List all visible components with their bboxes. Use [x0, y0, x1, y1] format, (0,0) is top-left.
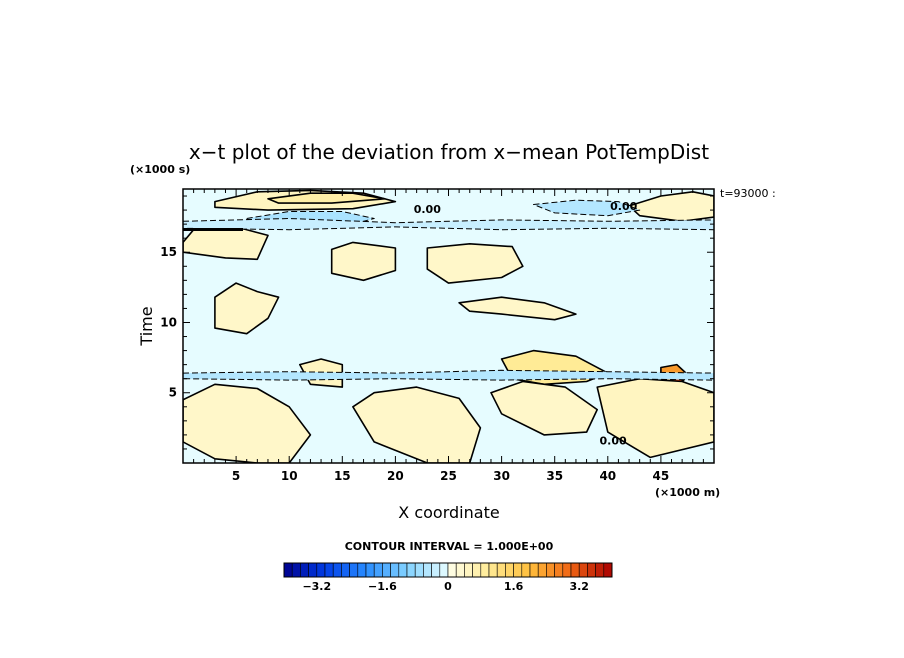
positive-region-14: [183, 383, 312, 463]
colorbar-ticks: −3.2 −1.6 0 1.6 3.2: [302, 580, 589, 593]
negative-region-19: [183, 218, 714, 231]
colorbar-cell: [562, 562, 572, 578]
x-tick-label: 45: [653, 469, 670, 483]
colorbar-cell: [291, 562, 301, 578]
colorbar: [283, 562, 613, 578]
colorbar-cell: [595, 562, 605, 578]
contour-label-0: 0.00: [414, 203, 441, 216]
colorbar-cell: [472, 562, 482, 578]
colorbar-cell: [546, 562, 555, 578]
colorbar-cell: [480, 562, 490, 578]
colorbar-cell: [423, 562, 432, 578]
x-tick-label: 5: [232, 469, 240, 483]
colorbar-cell: [537, 562, 547, 578]
x-ticks: 5 10 15 20 25 30 35 40 45: [193, 189, 704, 483]
y-tick-label: 5: [169, 386, 177, 400]
colorbar-tick-label: 3.2: [569, 580, 589, 593]
colorbar-cell: [447, 562, 457, 578]
x-axis-label: X coordinate: [398, 503, 499, 522]
x-tick-label: 30: [493, 469, 510, 483]
colorbar-cell: [496, 562, 506, 578]
contour-interval-text: CONTOUR INTERVAL = 1.000E+00: [345, 540, 554, 553]
contour-regions: [183, 189, 714, 463]
negative-region-4: [533, 199, 641, 217]
colorbar-cell: [308, 562, 318, 578]
colorbar-cell: [464, 562, 473, 578]
colorbar-cell: [300, 562, 309, 578]
positive-region-16: [490, 380, 599, 436]
x-tick-label: 35: [546, 469, 563, 483]
negative-region-18: [183, 369, 714, 381]
colorbar-cell: [505, 562, 514, 578]
colorbar-tick-label: −3.2: [302, 580, 331, 593]
colorbar-cell: [513, 562, 523, 578]
contour-label-2: 0.00: [600, 435, 627, 448]
colorbar-tick-label: 0: [444, 580, 452, 593]
colorbar-cell: [324, 562, 334, 578]
chart-title: x−t plot of the deviation from x−mean Po…: [189, 140, 709, 164]
x-tick-label: 15: [334, 469, 351, 483]
colorbar-cell: [398, 562, 408, 578]
colorbar-cell: [488, 562, 498, 578]
positive-region-7: [426, 243, 524, 284]
colorbar-cell: [349, 562, 359, 578]
colorbar-cell: [382, 562, 391, 578]
positive-region-9: [458, 296, 577, 321]
colorbar-cell: [390, 562, 400, 578]
colorbar-cell: [431, 562, 441, 578]
time-label: t=93000 :: [720, 187, 776, 200]
positive-region-6: [330, 241, 397, 282]
y-ticks: 5 10 15: [160, 195, 714, 450]
plot-field: [183, 189, 714, 463]
colorbar-frame: [283, 562, 613, 578]
x-tick-label: 40: [599, 469, 616, 483]
positive-region-2: [628, 191, 714, 223]
y-tick-label: 15: [160, 245, 177, 259]
x-tick-label: 20: [387, 469, 404, 483]
colorbar-cell: [283, 562, 293, 578]
colorbar-cell: [316, 562, 326, 578]
positive-region-1: [267, 192, 386, 204]
colorbar-tick-label: −1.6: [368, 580, 397, 593]
colorbar-cell: [414, 562, 424, 578]
colorbar-cell: [587, 562, 596, 578]
colorbar-cell: [357, 562, 367, 578]
colorbar-cell: [365, 562, 375, 578]
colorbar-cell: [603, 562, 613, 578]
colorbar-cell: [578, 562, 588, 578]
contour-label-1: 0.00: [610, 200, 637, 213]
colorbar-cell: [332, 562, 342, 578]
colorbar-cell: [529, 562, 539, 578]
x-tick-label: 25: [440, 469, 457, 483]
x-tick-label: 10: [281, 469, 298, 483]
colorbar-cell: [406, 562, 416, 578]
x-unit-label: (×1000 m): [655, 486, 720, 499]
colorbar-cell: [439, 562, 449, 578]
colorbar-tick-label: 1.6: [504, 580, 524, 593]
y-axis-label: Time: [137, 306, 156, 346]
positive-region-8: [183, 226, 269, 261]
colorbar-cell: [570, 562, 580, 578]
y-tick-label: 10: [160, 315, 177, 329]
positive-region-15: [352, 386, 482, 463]
contour-label-group: 0.00 0.00 0.00: [414, 200, 638, 448]
colorbar-cell: [521, 562, 531, 578]
colorbar-cell: [554, 562, 564, 578]
positive-region-5: [214, 282, 280, 335]
colorbar-cell: [373, 562, 383, 578]
colorbar-cell: [341, 562, 350, 578]
colorbar-cell: [455, 562, 465, 578]
y-unit-label: (×1000 s): [130, 163, 190, 176]
boundary-band: [183, 228, 243, 231]
